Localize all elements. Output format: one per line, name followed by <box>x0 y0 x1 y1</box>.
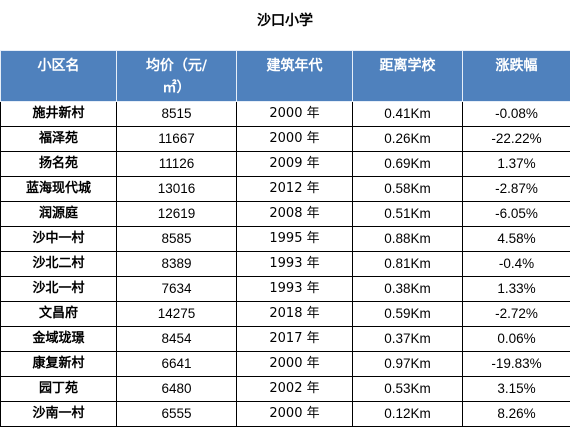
cell-change: -22.22% <box>462 126 570 152</box>
cell-price: 7634 <box>116 276 237 302</box>
table-row: 沙北二村 8389 1993 年 0.81Km -0.4% <box>0 251 570 277</box>
cell-name: 金域珑璟 <box>0 326 117 352</box>
cell-price: 6555 <box>116 401 237 427</box>
cell-year: 2017 年 <box>236 326 353 352</box>
cell-change: 0.06% <box>462 326 570 352</box>
cell-price: 8454 <box>116 326 237 352</box>
cell-change: 8.26% <box>462 401 570 427</box>
cell-name: 沙中一村 <box>0 226 117 252</box>
cell-name: 润源庭 <box>0 201 117 227</box>
cell-name: 园丁苑 <box>0 376 117 402</box>
cell-change: 1.37% <box>462 151 570 177</box>
cell-price: 11667 <box>116 126 237 152</box>
cell-price: 6641 <box>116 351 237 377</box>
cell-distance: 0.38Km <box>352 276 463 302</box>
cell-name: 沙南一村 <box>0 401 117 427</box>
table-row: 金域珑璟 8454 2017 年 0.37Km 0.06% <box>0 326 570 352</box>
cell-name: 施井新村 <box>0 101 117 127</box>
header-price: 均价（元/㎡） <box>116 50 237 102</box>
cell-year: 2000 年 <box>236 351 353 377</box>
cell-distance: 0.97Km <box>352 351 463 377</box>
cell-year: 1995 年 <box>236 226 353 252</box>
cell-year: 2009 年 <box>236 151 353 177</box>
cell-distance: 0.37Km <box>352 326 463 352</box>
cell-distance: 0.88Km <box>352 226 463 252</box>
cell-name: 扬名苑 <box>0 151 117 177</box>
cell-price: 12619 <box>116 201 237 227</box>
cell-distance: 0.59Km <box>352 301 463 327</box>
cell-price: 8515 <box>116 101 237 127</box>
cell-change: -2.72% <box>462 301 570 327</box>
table-row: 沙中一村 8585 1995 年 0.88Km 4.58% <box>0 226 570 252</box>
table-row: 蓝海现代城 13016 2012 年 0.58Km -2.87% <box>0 176 570 202</box>
table-row: 福泽苑 11667 2000 年 0.26Km -22.22% <box>0 126 570 152</box>
header-name: 小区名 <box>0 50 117 102</box>
cell-distance: 0.26Km <box>352 126 463 152</box>
cell-price: 8389 <box>116 251 237 277</box>
cell-price: 13016 <box>116 176 237 202</box>
housing-table: 小区名 均价（元/㎡） 建筑年代 距离学校 涨跌幅 施井新村 8515 2000 年… <box>0 50 570 427</box>
cell-distance: 0.41Km <box>352 101 463 127</box>
table-row: 施井新村 8515 2000 年 0.41Km -0.08% <box>0 101 570 127</box>
cell-name: 福泽苑 <box>0 126 117 152</box>
cell-year: 2012 年 <box>236 176 353 202</box>
cell-name: 康复新村 <box>0 351 117 377</box>
table-row: 文昌府 14275 2018 年 0.59Km -2.72% <box>0 301 570 327</box>
cell-distance: 0.12Km <box>352 401 463 427</box>
table-row: 扬名苑 11126 2009 年 0.69Km 1.37% <box>0 151 570 177</box>
table-row: 沙北一村 7634 1993 年 0.38Km 1.33% <box>0 276 570 302</box>
cell-year: 1993 年 <box>236 276 353 302</box>
cell-change: 3.15% <box>462 376 570 402</box>
cell-price: 8585 <box>116 226 237 252</box>
cell-name: 蓝海现代城 <box>0 176 117 202</box>
cell-change: -0.4% <box>462 251 570 277</box>
cell-change: -19.83% <box>462 351 570 377</box>
cell-distance: 0.69Km <box>352 151 463 177</box>
table-row: 润源庭 12619 2008 年 0.51Km -6.05% <box>0 201 570 227</box>
cell-year: 2018 年 <box>236 301 353 327</box>
cell-price: 14275 <box>116 301 237 327</box>
cell-distance: 0.53Km <box>352 376 463 402</box>
header-year: 建筑年代 <box>236 50 353 102</box>
cell-distance: 0.51Km <box>352 201 463 227</box>
header-distance: 距离学校 <box>352 50 463 102</box>
cell-year: 2000 年 <box>236 126 353 152</box>
table-row: 康复新村 6641 2000 年 0.97Km -19.83% <box>0 351 570 377</box>
table-header-row: 小区名 均价（元/㎡） 建筑年代 距离学校 涨跌幅 <box>0 50 570 102</box>
header-change: 涨跌幅 <box>462 50 570 102</box>
cell-year: 1993 年 <box>236 251 353 277</box>
cell-name: 文昌府 <box>0 301 117 327</box>
cell-name: 沙北一村 <box>0 276 117 302</box>
cell-change: 4.58% <box>462 226 570 252</box>
cell-change: -0.08% <box>462 101 570 127</box>
cell-year: 2000 年 <box>236 101 353 127</box>
cell-year: 2008 年 <box>236 201 353 227</box>
cell-year: 2000 年 <box>236 401 353 427</box>
cell-year: 2002 年 <box>236 376 353 402</box>
cell-change: -2.87% <box>462 176 570 202</box>
cell-distance: 0.81Km <box>352 251 463 277</box>
cell-price: 6480 <box>116 376 237 402</box>
cell-name: 沙北二村 <box>0 251 117 277</box>
page-title: 沙口小学 <box>257 13 313 29</box>
cell-price: 11126 <box>116 151 237 177</box>
cell-distance: 0.58Km <box>352 176 463 202</box>
table-row: 沙南一村 6555 2000 年 0.12Km 8.26% <box>0 401 570 427</box>
cell-change: -6.05% <box>462 201 570 227</box>
table-row: 园丁苑 6480 2002 年 0.53Km 3.15% <box>0 376 570 402</box>
cell-change: 1.33% <box>462 276 570 302</box>
